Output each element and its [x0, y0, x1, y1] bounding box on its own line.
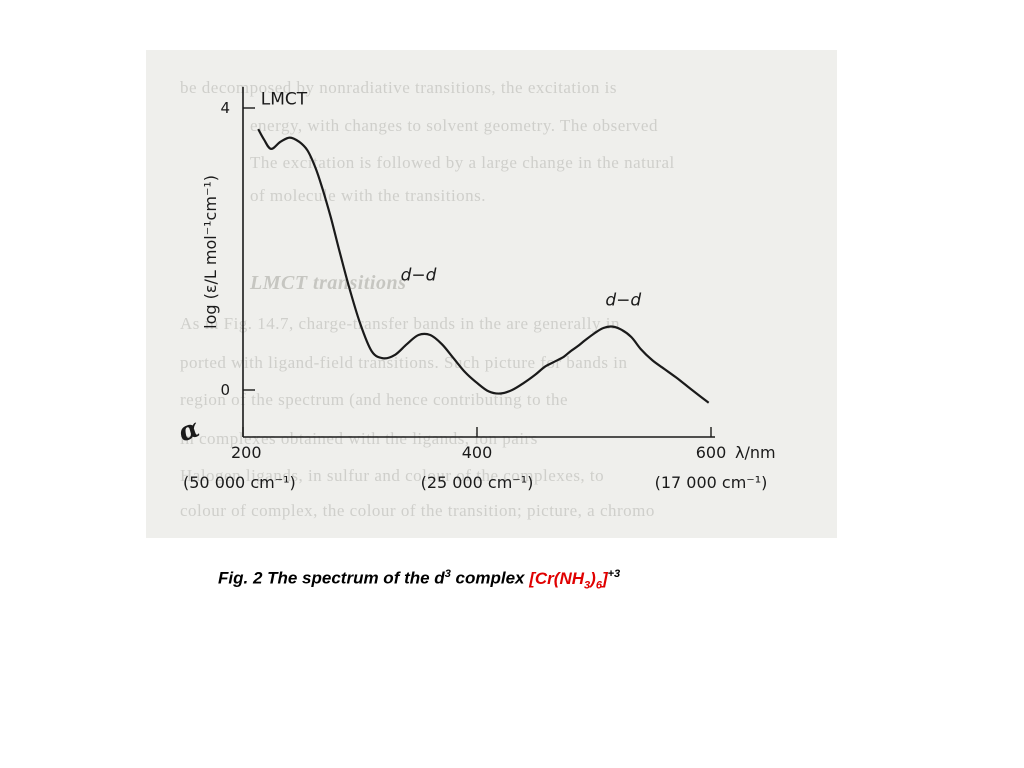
- caption-formula: [Cr(NH3)6]: [529, 568, 608, 592]
- annotation-d-d: d−d: [605, 290, 641, 310]
- x-tick-label: 200: [231, 443, 262, 462]
- scanned-figure: be decomposed by nonradiative transition…: [146, 50, 837, 538]
- tick-group: 0 4 200 (50 000 cm⁻¹) 400 (25 000 cm⁻¹) 600 (17…: [183, 99, 767, 492]
- x-axis-unit-label: λ/nm: [735, 443, 776, 462]
- background-text-line: colour of complex, the colour of the tra…: [180, 501, 655, 520]
- background-text-line: The excitation is followed by a large ch…: [250, 153, 675, 172]
- x-tick-sublabel: (25 000 cm⁻¹): [421, 473, 534, 492]
- x-tick-label: 400: [462, 443, 493, 462]
- x-tick-sublabel: (17 000 cm⁻¹): [655, 473, 768, 492]
- x-tick-label: 600: [696, 443, 727, 462]
- absorption-curve: [257, 128, 710, 404]
- background-text-line: of molecule with the transitions.: [250, 186, 487, 205]
- background-text-line: Halogen ligands, in sulfur and colour of…: [180, 466, 605, 485]
- x-tick-sublabel: (50 000 cm⁻¹): [183, 473, 296, 492]
- background-text-line: ported with ligand-field transitions. Su…: [180, 353, 628, 372]
- y-tick-label: 4: [220, 99, 230, 117]
- background-text-line: region of the spectrum (and hence contri…: [180, 390, 569, 409]
- label-group: λ/nm log (ε/L mol⁻¹cm⁻¹) α LMCT d−d d−d: [175, 89, 776, 462]
- caption-prefix: Fig. 2 The spectrum of the d: [218, 568, 445, 588]
- figure-caption: Fig. 2 The spectrum of the d3 complex [C…: [218, 568, 620, 591]
- curve-group: [257, 128, 710, 404]
- annotation-lmct: LMCT: [261, 89, 308, 109]
- caption-d-superscript: 3: [444, 568, 451, 580]
- caption-charge: +3: [607, 568, 621, 580]
- annotation-d-d: d−d: [401, 266, 437, 286]
- background-heading: LMCT transitions: [250, 272, 407, 294]
- background-text-line: in complexes obtained with the ligands, …: [180, 429, 538, 448]
- spectrum-chart: 0 4 200 (50 000 cm⁻¹) 400 (25 000 cm⁻¹) 600 (17…: [175, 86, 776, 492]
- background-text-line: energy, with changes to solvent geometry…: [250, 116, 658, 135]
- background-text-line: be decomposed by nonradiative transition…: [180, 78, 617, 97]
- y-tick-label: 0: [220, 381, 230, 399]
- y-axis-label: log (ε/L mol⁻¹cm⁻¹): [201, 175, 220, 329]
- caption-middle: complex: [450, 568, 530, 588]
- axes: [242, 86, 715, 438]
- background-text-line: As in Fig. 14.7, charge-transfer bands i…: [180, 314, 620, 333]
- handwritten-alpha-mark: α: [175, 413, 204, 448]
